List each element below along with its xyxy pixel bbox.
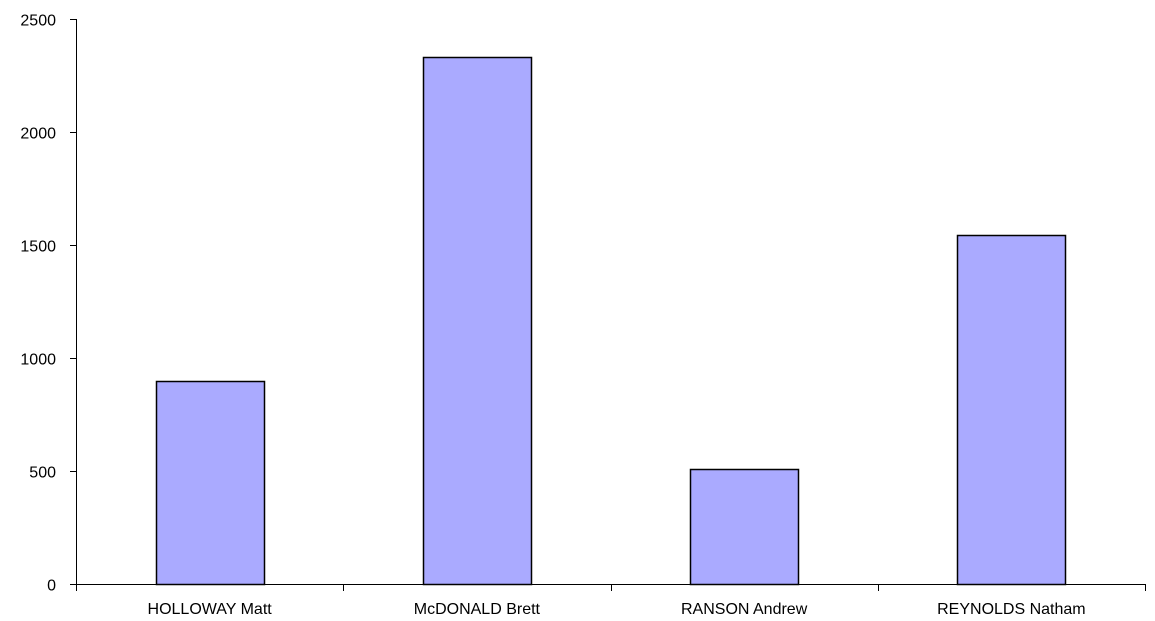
y-tick-label: 500 — [29, 465, 56, 482]
bar — [956, 234, 1067, 586]
x-tick-label: REYNOLDS Natham — [937, 601, 1086, 618]
y-ticks-group: 0 500 1000 1500 2000 2500 — [20, 13, 76, 595]
bar — [689, 468, 800, 586]
bars-group — [155, 56, 1067, 586]
y-tick-label: 0 — [47, 578, 56, 595]
y-tick-label: 2000 — [20, 126, 56, 143]
y-tick-label: 1000 — [20, 352, 56, 369]
bar — [422, 56, 533, 586]
x-ticks-group: HOLLOWAY Matt McDONALD Brett RANSON Andrew… — [76, 584, 1146, 618]
x-tick-label: RANSON Andrew — [681, 601, 808, 618]
x-tick-label: McDONALD Brett — [414, 601, 541, 618]
y-tick-label: 1500 — [20, 239, 56, 256]
x-tick-label: HOLLOWAY Matt — [148, 601, 273, 618]
bar — [155, 380, 266, 586]
axes-group — [76, 19, 1145, 585]
y-tick-label: 2500 — [20, 13, 56, 30]
